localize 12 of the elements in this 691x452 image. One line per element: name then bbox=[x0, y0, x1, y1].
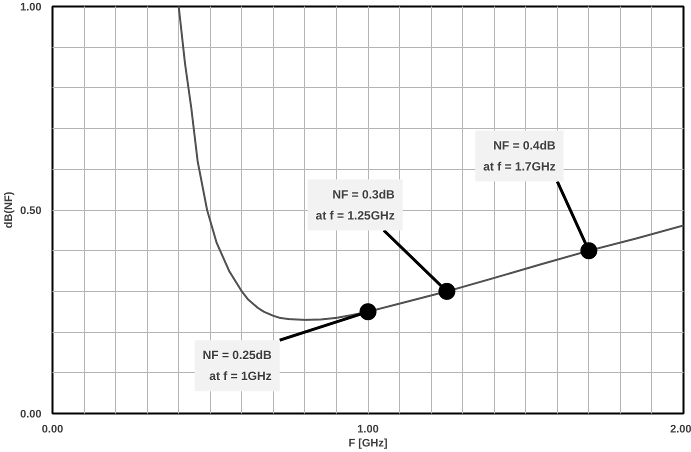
x-tick-label: 0.00 bbox=[42, 424, 64, 436]
annotation: NF = 0.25dB at f = 1GHz bbox=[202, 348, 272, 384]
x-tick-label: 1.00 bbox=[357, 424, 379, 436]
x-axis-title: F [GHz] bbox=[348, 438, 388, 450]
line-series bbox=[178, 6, 684, 321]
annotation: NF = 0.4dB at f = 1.7GHz bbox=[483, 138, 556, 174]
y-tick-label: 0.00 bbox=[20, 408, 42, 420]
x-tick-label: 2.00 bbox=[670, 424, 691, 436]
y-axis-title: dB(NF) bbox=[3, 191, 16, 228]
y-tick-label: 0.50 bbox=[20, 205, 42, 217]
y-tick-label: 1.00 bbox=[20, 2, 42, 14]
annotation: NF = 0.3dB at f = 1.25GHz bbox=[316, 187, 396, 222]
